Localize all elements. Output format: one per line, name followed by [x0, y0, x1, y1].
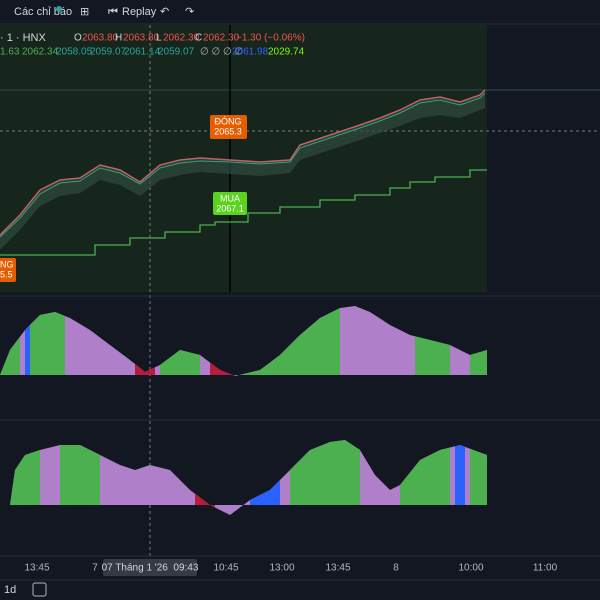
close-value: 2062.30 [203, 33, 240, 44]
indicator-value: 2059.07 [158, 47, 195, 58]
time-tick: 7 [92, 563, 98, 574]
marker-box [210, 115, 247, 139]
toolbar [0, 0, 600, 24]
replay-icon[interactable]: ⏮ [108, 6, 118, 18]
high-value: 2063.80 [123, 33, 160, 44]
indicator-value: 2061.14 [124, 47, 161, 58]
marker-price: 2065.3 [214, 126, 242, 136]
indicator-value: 1.63 [0, 47, 20, 58]
marker-price: 2067.1 [216, 203, 244, 213]
interval-button[interactable]: 1d [4, 584, 16, 596]
status-dot [56, 6, 62, 12]
low-value: 2062.30 [163, 33, 200, 44]
indicators-button[interactable]: Các chỉ báo [14, 6, 72, 18]
time-tick: 11:00 [533, 563, 558, 574]
redo-button[interactable]: ↷ [185, 6, 194, 18]
open-label: O [74, 33, 82, 44]
crosshair-time: 07 Tháng 1 '26 09:43 [102, 563, 199, 574]
oscillator-1 [0, 306, 487, 376]
marker-box [213, 192, 247, 215]
time-tick: 10:00 [458, 563, 483, 574]
indicator-value: 2061.98 [232, 47, 269, 58]
low-label: L [156, 33, 162, 44]
marker-box [0, 258, 16, 282]
undo-button[interactable]: ↶ [160, 6, 169, 18]
crosshair-time-box [103, 559, 197, 576]
close-label: C [195, 33, 202, 44]
indicator-value: 2062.34 [22, 47, 59, 58]
price-candles-up [0, 92, 486, 238]
time-tick: 13:45 [24, 563, 49, 574]
price-candles [0, 89, 486, 236]
time-tick: 13:00 [269, 563, 294, 574]
time-tick: 10:45 [213, 563, 238, 574]
marker-label: NG [0, 259, 14, 269]
calendar-icon[interactable] [32, 582, 47, 597]
open-value: 2063.80 [82, 33, 119, 44]
indicator-value: 2058.05 [56, 47, 93, 58]
marker-label: ĐÓNG [215, 116, 242, 126]
indicator-value: ∅ ∅ ∅ ∅ [200, 47, 243, 58]
price-band [0, 90, 485, 250]
replay-button[interactable]: Replay [122, 6, 157, 18]
time-tick: 8 [393, 563, 399, 574]
indicator-value: 2029.74 [268, 47, 305, 58]
symbol: · 1 · HNX [0, 32, 47, 44]
indicator-value: 2059.07 [90, 47, 127, 58]
high-label: H [115, 33, 122, 44]
marker-label: MUA [220, 193, 240, 203]
time-tick: 13:45 [325, 563, 350, 574]
marker-price: 5.5 [0, 269, 13, 279]
stop-line [0, 169, 487, 256]
layout-icon[interactable]: ⊞ [80, 6, 89, 18]
change-value: −1.30 (−0.06%) [236, 33, 305, 44]
oscillator-2 [10, 440, 487, 515]
session-shade [0, 25, 487, 292]
